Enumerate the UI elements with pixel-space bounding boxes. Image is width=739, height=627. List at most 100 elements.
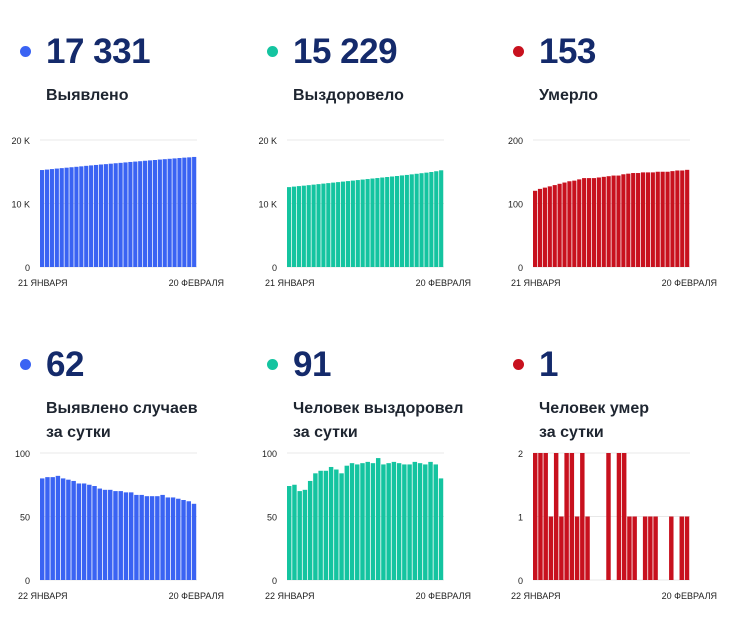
bar — [404, 174, 409, 267]
bar — [66, 479, 71, 580]
label-line: за сутки — [539, 424, 604, 441]
bar — [340, 181, 346, 267]
bar — [297, 491, 302, 580]
bar — [155, 496, 160, 580]
bar — [128, 492, 134, 580]
bar — [336, 182, 341, 267]
bar-chart: 100 50 0 22 ЯНВАРЯ 20 ФЕВРАЛЯ — [15, 449, 224, 601]
bar — [438, 478, 444, 580]
panel-detected: 17 331 Выявлено 20 K 10 K 0 21 ЯНВАРЯ 20 ФЕВ… — [0, 0, 246, 300]
bar — [59, 168, 64, 267]
bar — [49, 169, 54, 267]
bar — [439, 170, 444, 267]
bar — [349, 463, 355, 580]
x-end-label: 20 ФЕВРАЛЯ — [416, 278, 471, 288]
bar — [399, 175, 405, 267]
series-dot — [20, 46, 31, 57]
bar — [344, 465, 350, 580]
bar — [339, 473, 344, 580]
x-start-label: 21 ЯНВАРЯ — [18, 278, 68, 288]
bar — [670, 171, 675, 267]
bar — [552, 185, 557, 267]
bar — [533, 190, 538, 267]
bar — [559, 516, 564, 580]
panel-daily-recovered: 91 Человек выздоровел за сутки 100 50 0 22 … — [247, 313, 493, 613]
bar — [291, 186, 297, 267]
bar — [87, 484, 92, 580]
bar — [675, 170, 680, 267]
bar — [650, 172, 655, 267]
bar — [157, 159, 162, 267]
bar — [287, 187, 292, 267]
bar — [417, 463, 423, 580]
bar — [385, 177, 390, 267]
bar — [562, 182, 567, 267]
bar — [167, 158, 172, 267]
bar — [381, 464, 386, 580]
bar — [557, 183, 562, 267]
bar — [580, 453, 585, 580]
bar — [118, 162, 123, 267]
bar — [79, 166, 84, 267]
bar — [424, 172, 429, 267]
bar — [360, 179, 365, 267]
bar — [627, 516, 632, 580]
label-line: Человек умер — [539, 400, 650, 417]
metric-label: Умерло — [539, 84, 598, 108]
bar — [414, 173, 419, 267]
bar — [632, 516, 637, 580]
panel-recovered: 15 229 Выздоровело 20 K 10 K 0 21 ЯНВАРЯ 20 … — [247, 0, 493, 300]
bar — [653, 516, 658, 580]
bar — [569, 453, 575, 580]
bar — [621, 453, 627, 580]
bar — [147, 160, 153, 267]
bar — [564, 453, 569, 580]
y-tick-label: 0 — [518, 576, 523, 586]
bar — [84, 165, 89, 267]
bar — [172, 158, 177, 267]
bar — [181, 499, 186, 580]
bar — [50, 477, 55, 580]
bar — [177, 158, 182, 267]
x-end-label: 20 ФЕВРАЛЯ — [169, 591, 224, 601]
bar — [680, 170, 685, 267]
bar — [586, 178, 592, 267]
x-start-label: 22 ЯНВАРЯ — [265, 591, 315, 601]
bar — [390, 176, 395, 267]
bar — [108, 489, 113, 580]
y-tick-label: 20 K — [11, 136, 30, 146]
series-dot — [20, 359, 31, 370]
bar — [606, 453, 611, 580]
bar — [318, 470, 323, 580]
bar — [684, 516, 690, 580]
y-tick-label: 10 K — [258, 200, 277, 210]
label-line: Выявлено случаев — [46, 400, 198, 417]
bar — [419, 173, 424, 267]
bar — [360, 463, 365, 580]
bar — [572, 180, 577, 267]
bar — [355, 464, 360, 580]
x-end-label: 20 ФЕВРАЛЯ — [662, 591, 717, 601]
big-number: 153 — [539, 32, 596, 71]
bar — [669, 516, 674, 580]
bar — [645, 172, 651, 267]
bar — [648, 516, 653, 580]
label-line: Человек выздоровел — [293, 400, 464, 417]
bar — [345, 181, 351, 267]
bar — [380, 177, 385, 267]
bar — [396, 463, 402, 580]
bar — [616, 453, 622, 580]
label-line: Выявлено — [46, 87, 129, 104]
bar — [543, 453, 548, 580]
bar — [93, 164, 99, 267]
bar — [631, 173, 636, 267]
bar — [296, 186, 301, 267]
bar — [591, 178, 597, 267]
bar — [44, 169, 50, 267]
bar — [40, 478, 45, 580]
bar — [160, 494, 165, 580]
bar — [428, 461, 433, 580]
y-tick-label: 200 — [508, 136, 523, 146]
bar — [311, 184, 316, 267]
bar — [679, 516, 684, 580]
